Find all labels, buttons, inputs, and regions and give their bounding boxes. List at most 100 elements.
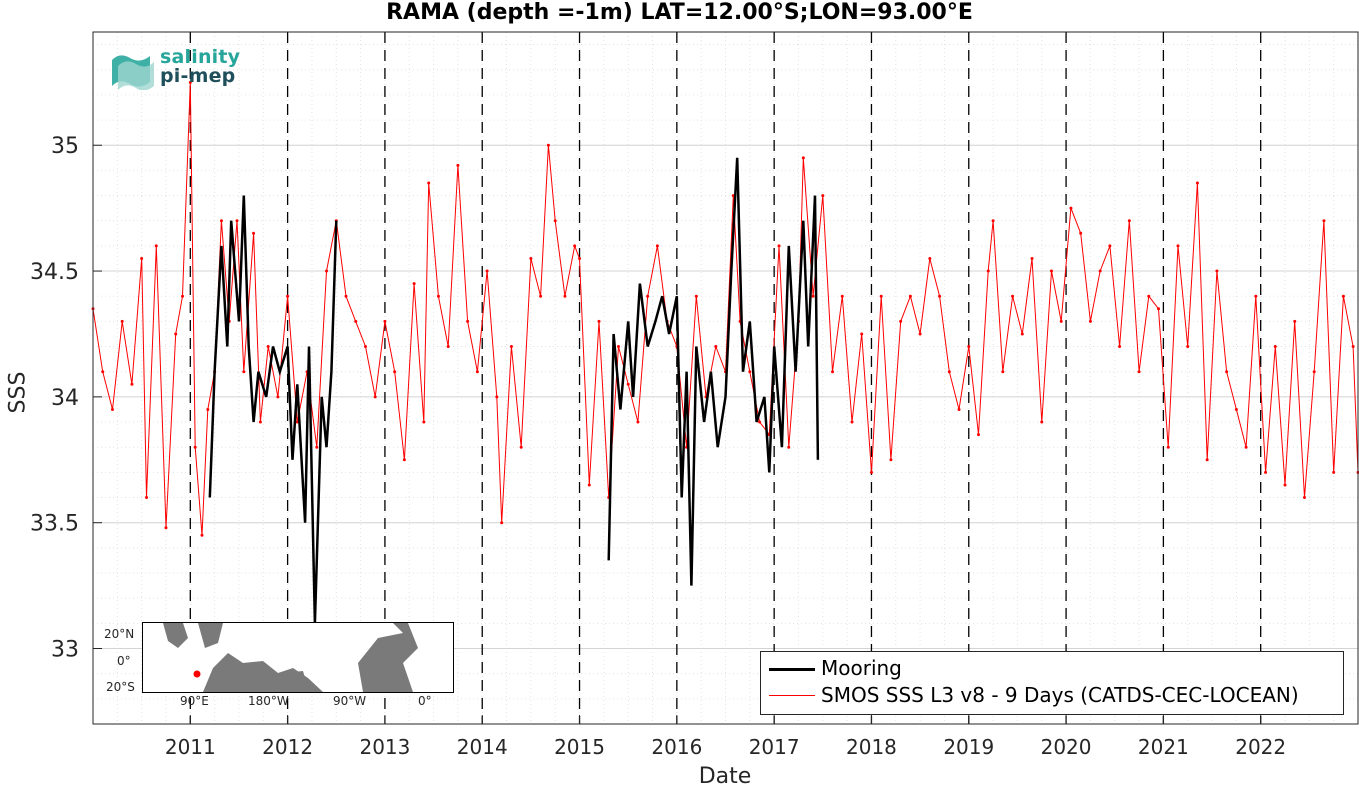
smos-point <box>1176 244 1180 248</box>
smos-point <box>354 319 358 323</box>
smos-point <box>553 219 557 223</box>
smos-point <box>475 370 479 374</box>
smos-point <box>495 395 499 399</box>
inset-lat-20s: 20°S <box>106 680 135 694</box>
smos-point <box>174 332 178 336</box>
smos-point <box>889 458 893 462</box>
smos-point <box>509 345 513 349</box>
smos-point <box>266 345 270 349</box>
smos-point <box>787 445 791 449</box>
smos-point <box>869 470 873 474</box>
x-tick-label: 2012 <box>262 735 313 759</box>
inset-lat-20n: 20°N <box>104 627 135 641</box>
y-tick-label: 33 <box>51 638 79 663</box>
smos-point <box>918 332 922 336</box>
inset-lat-0: 0° <box>117 654 131 668</box>
year-markers <box>189 32 1262 724</box>
smos-point <box>200 533 204 537</box>
smos-point <box>393 370 397 374</box>
smos-point <box>466 319 470 323</box>
smos-point <box>1157 307 1161 311</box>
smos-point <box>1098 269 1102 273</box>
smos-point <box>1079 231 1083 235</box>
smos-point <box>1137 370 1141 374</box>
smos-point <box>193 445 197 449</box>
smos-point <box>1341 294 1345 298</box>
smos-point <box>140 256 144 260</box>
smos-point <box>1322 219 1326 223</box>
plot-frame <box>92 31 1359 725</box>
inset-lon-180w: 180°W <box>248 694 289 708</box>
smos-point <box>977 433 980 437</box>
smos-point <box>1264 470 1268 474</box>
x-tick-label: 2019 <box>943 735 994 759</box>
smos-point <box>539 294 543 298</box>
smos-point <box>130 382 134 386</box>
y-tick-label: 35 <box>51 134 79 159</box>
smos-point <box>908 294 912 298</box>
smos-point <box>154 244 158 248</box>
smos-point <box>427 181 431 185</box>
smos-point <box>101 370 105 374</box>
smos-point <box>412 282 416 286</box>
smos-point <box>1254 294 1258 298</box>
smos-point <box>655 244 659 248</box>
smos-point <box>1069 206 1073 210</box>
smos-point <box>1225 370 1229 374</box>
smos-point <box>422 420 426 424</box>
mooring-series <box>208 157 820 624</box>
smos-point <box>1293 319 1297 323</box>
smos-point <box>811 294 815 298</box>
smos-point <box>840 294 844 298</box>
smos-point <box>1283 483 1287 487</box>
mooring-line <box>208 195 338 624</box>
smos-point <box>991 219 995 223</box>
smos-point <box>1030 256 1034 260</box>
smos-point <box>235 219 239 223</box>
smos-point <box>1234 407 1238 411</box>
y-tick-label: 33.5 <box>30 512 79 537</box>
smos-point <box>1011 294 1015 298</box>
smos-point <box>694 294 698 298</box>
smos-point <box>363 345 367 349</box>
inset-lon-90w: 90°W <box>333 694 367 708</box>
smos-point <box>485 269 489 273</box>
legend-swatch-mooring <box>769 668 815 671</box>
smos-point <box>276 395 280 399</box>
smos-point <box>252 231 256 235</box>
smos-point <box>325 269 329 273</box>
smos-point <box>563 294 567 298</box>
smos-point <box>899 319 903 323</box>
smos-point <box>1215 269 1219 273</box>
smos-point <box>1351 345 1355 349</box>
logo-line1: salinity <box>160 46 241 68</box>
smos-point <box>928 256 932 260</box>
smos-point <box>188 80 192 84</box>
smos-point <box>626 382 630 386</box>
x-tick-label: 2021 <box>1138 735 1189 759</box>
smos-point <box>1166 445 1170 449</box>
pi-mep-logo: salinity pi-mep <box>108 46 241 96</box>
x-tick-label: 2018 <box>846 735 897 759</box>
smos-point <box>1001 370 1005 374</box>
smos-point <box>938 294 942 298</box>
axis-ticks: 33 33.5 34 34.5 35 2011 2012 2013 2014 2015 2016 20… <box>30 134 1286 759</box>
smos-point <box>315 445 319 449</box>
smos-point <box>110 407 114 411</box>
smos-point <box>383 319 387 323</box>
smos-point <box>777 244 781 248</box>
smos-point <box>373 395 377 399</box>
station-marker <box>193 670 201 678</box>
smos-point <box>206 407 210 411</box>
smos-point <box>573 244 577 248</box>
smos-point <box>1312 370 1316 374</box>
smos-point <box>821 194 825 198</box>
smos-point <box>850 420 854 424</box>
y-tick-label: 34.5 <box>30 260 79 285</box>
smos-point <box>456 163 460 167</box>
smos-point <box>860 332 864 336</box>
smos-point <box>986 269 990 273</box>
smos-point <box>714 345 718 349</box>
smos-point <box>1020 332 1024 336</box>
smos-point <box>1059 319 1063 323</box>
